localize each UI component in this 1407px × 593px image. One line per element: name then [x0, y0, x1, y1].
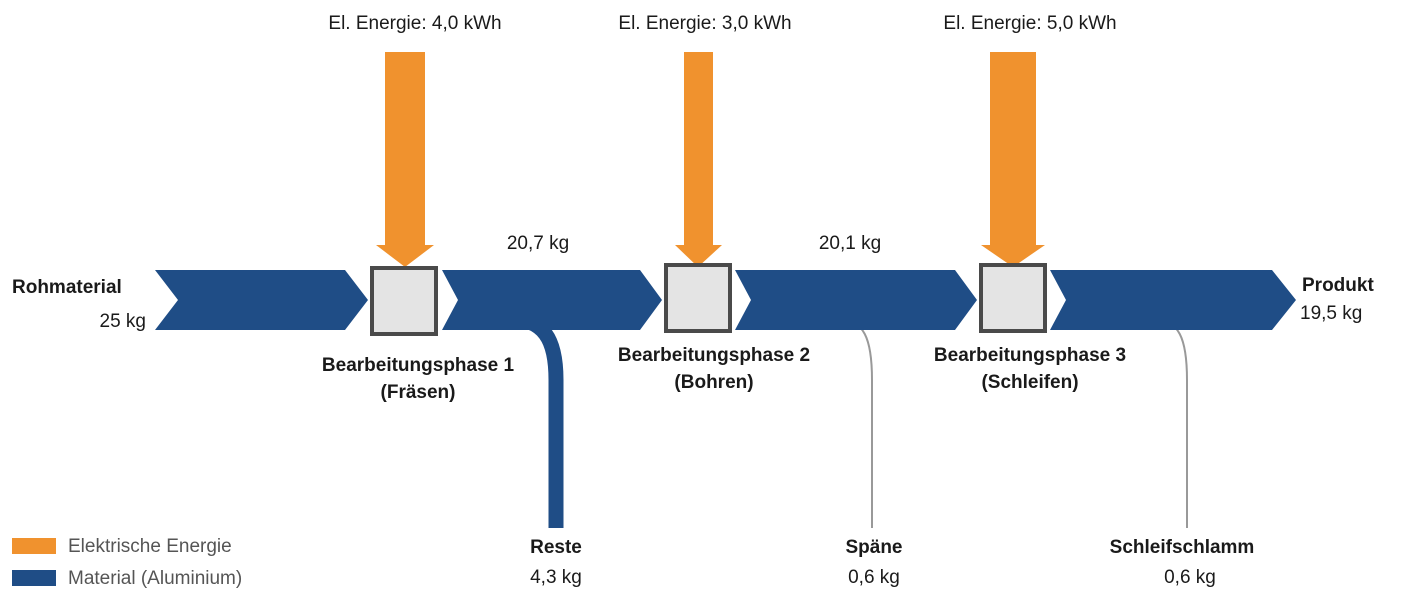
loss-name: Späne: [845, 537, 902, 558]
flow-amount: 20,1 kg: [819, 233, 881, 254]
input-name: Rohmaterial: [12, 277, 122, 298]
flow-amount: 20,7 kg: [507, 233, 569, 254]
phase-box: [664, 263, 732, 333]
loss-name: Reste: [530, 537, 582, 558]
legend-label: Elektrische Energie: [68, 536, 232, 557]
loss-name: Schleifschlamm: [1110, 537, 1255, 558]
loss-stream: [1149, 317, 1188, 528]
loss-amount: 0,6 kg: [1164, 567, 1216, 588]
phase-name: Bearbeitungsphase 1: [322, 355, 515, 376]
loss-amount: 4,3 kg: [530, 567, 582, 588]
energy-label: El. Energie: 5,0 kWh: [943, 13, 1116, 34]
material-flow: [155, 270, 368, 330]
phase-name: Bearbeitungsphase 2: [618, 345, 810, 366]
phase-detail: (Schleifen): [981, 372, 1078, 393]
energy-label: El. Energie: 3,0 kWh: [618, 13, 791, 34]
legend-swatch: [12, 570, 56, 586]
output-amount: 19,5 kg: [1300, 303, 1362, 324]
phase-name: Bearbeitungsphase 3: [934, 345, 1126, 366]
energy-label: El. Energie: 4,0 kWh: [328, 13, 501, 34]
material-flow: [735, 270, 977, 330]
material-flow: [442, 270, 662, 330]
loss-stream: [834, 317, 873, 528]
material-flow: [1050, 270, 1296, 330]
phase-detail: (Fräsen): [381, 382, 456, 403]
legend-swatch: [12, 538, 56, 554]
loss-stream: [504, 310, 564, 528]
phase-box: [370, 266, 438, 336]
input-amount: 25 kg: [100, 311, 146, 332]
energy-flow: [981, 52, 1045, 267]
legend-label: Material (Aluminium): [68, 568, 242, 589]
phase-box: [979, 263, 1047, 333]
loss-amount: 0,6 kg: [848, 567, 900, 588]
energy-flow: [376, 52, 434, 267]
phase-detail: (Bohren): [674, 372, 753, 393]
energy-flow: [675, 52, 722, 267]
output-name: Produkt: [1302, 275, 1374, 296]
